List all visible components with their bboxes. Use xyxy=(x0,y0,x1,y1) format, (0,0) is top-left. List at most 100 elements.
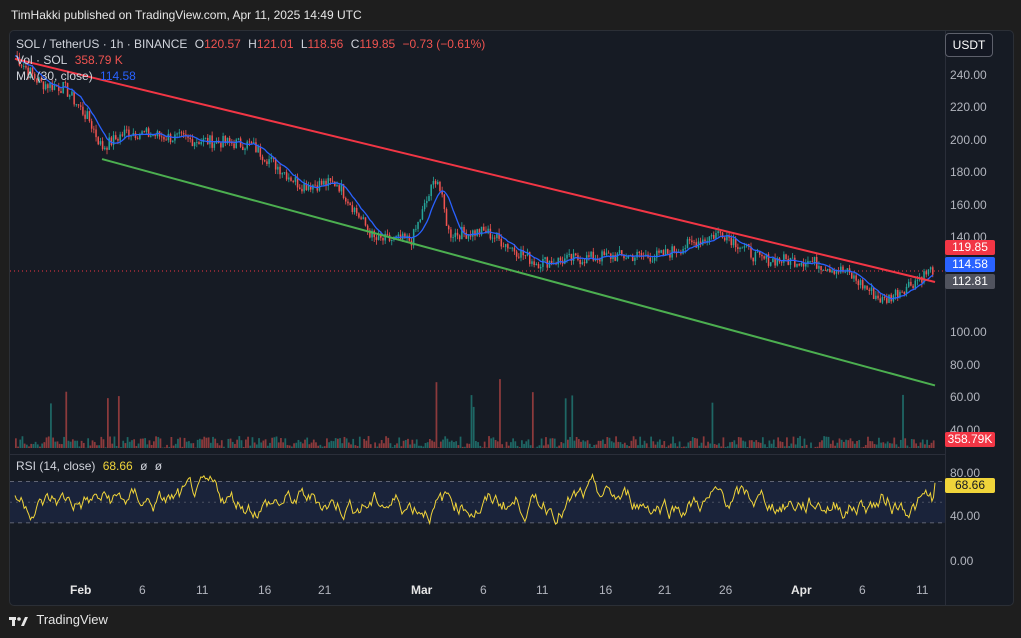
volume-bar xyxy=(181,446,184,448)
candle-body xyxy=(859,280,862,286)
candle-body xyxy=(447,225,450,230)
volume-bar xyxy=(240,440,243,448)
candle-body xyxy=(244,148,246,151)
volume-bar xyxy=(549,438,552,448)
candle-body xyxy=(780,261,783,263)
volume-bar xyxy=(821,440,823,448)
candle-body xyxy=(196,142,198,143)
volume-bar xyxy=(115,446,118,448)
volume-bar xyxy=(556,446,558,448)
candle-body xyxy=(842,266,844,272)
volume-bar xyxy=(234,443,236,448)
volume-bar xyxy=(52,437,54,448)
volume-bar xyxy=(740,437,742,448)
candle-body xyxy=(605,252,608,256)
candle-body xyxy=(443,194,446,210)
volume-bar xyxy=(30,443,33,448)
volume-bar xyxy=(617,441,620,448)
symbol-pair[interactable]: SOL / TetherUS · 1h · BINANCE xyxy=(16,37,188,51)
pane-separator[interactable] xyxy=(10,454,945,455)
rsi-visibility-icon[interactable]: ø xyxy=(140,459,148,473)
candle-body xyxy=(826,268,829,271)
volume-bar xyxy=(932,440,935,448)
volume-bar xyxy=(74,440,76,448)
volume-bar xyxy=(262,440,265,448)
volume-bar xyxy=(733,440,736,448)
volume-bar xyxy=(347,442,350,448)
volume-bar xyxy=(306,437,309,448)
volume-bar xyxy=(630,440,633,448)
ma-legend[interactable]: MA (30, close) 114.58 xyxy=(16,69,140,83)
candle-body xyxy=(482,226,485,231)
candle-body xyxy=(502,246,505,248)
candle-body xyxy=(846,268,849,272)
candle-body xyxy=(119,134,121,141)
volume-bar xyxy=(718,443,720,448)
candle-body xyxy=(386,233,389,235)
rsi-legend[interactable]: RSI (14, close) 68.66 ø ø xyxy=(16,459,166,473)
volume-bar xyxy=(291,446,293,448)
candle-body xyxy=(327,178,330,186)
candle-body xyxy=(636,251,638,258)
candle-body xyxy=(855,275,857,281)
candle-body xyxy=(320,180,323,185)
currency-button[interactable]: USDT xyxy=(945,33,993,57)
candle-body xyxy=(277,166,279,170)
candle-body xyxy=(112,135,115,145)
volume-bar xyxy=(369,444,372,448)
candle-body xyxy=(879,298,882,303)
candle-body xyxy=(785,254,787,259)
candle-body xyxy=(886,297,888,303)
volume-bar xyxy=(586,440,589,448)
volume-bar xyxy=(705,445,707,448)
footer-brand[interactable]: TradingView xyxy=(9,612,108,627)
rsi-visibility-icon-2[interactable]: ø xyxy=(154,459,163,473)
candle-body xyxy=(756,251,759,253)
volume-bar xyxy=(420,445,422,448)
price-chart[interactable] xyxy=(10,31,1013,605)
candle-body xyxy=(51,82,54,90)
candle-body xyxy=(693,242,695,243)
candle-body xyxy=(375,237,378,240)
volume-bar xyxy=(15,438,17,448)
volume-bar xyxy=(823,436,826,448)
volume-bar xyxy=(777,437,780,448)
candle-body xyxy=(419,219,422,222)
candle-body xyxy=(903,291,906,295)
volume-bar xyxy=(431,440,433,448)
candle-body xyxy=(160,136,163,138)
volume-bar xyxy=(326,438,328,448)
candle-body xyxy=(71,91,73,96)
volume-bar xyxy=(67,440,70,448)
volume-bar xyxy=(439,441,442,448)
volume-bar xyxy=(404,439,407,448)
volume-bar xyxy=(904,438,907,448)
volume-bar xyxy=(227,438,230,448)
candle-body xyxy=(18,57,21,66)
volume-bar xyxy=(606,437,609,448)
symbol-legend[interactable]: SOL / TetherUS · 1h · BINANCE O120.57 H1… xyxy=(16,37,489,51)
volume-bar xyxy=(742,440,744,448)
chart-panel[interactable]: SOL / TetherUS · 1h · BINANCE O120.57 H1… xyxy=(9,30,1014,606)
volume-bar xyxy=(906,445,909,448)
volume-bar xyxy=(317,445,320,448)
candle-body xyxy=(296,177,299,188)
volume-bar xyxy=(25,444,28,448)
volume-bar xyxy=(442,439,444,448)
candle-body xyxy=(726,235,728,241)
volume-bar xyxy=(131,440,133,448)
candle-body xyxy=(820,265,822,271)
candle-body xyxy=(90,121,93,129)
volume-bar xyxy=(396,443,398,448)
candle-body xyxy=(732,238,735,246)
volume-bar xyxy=(367,436,370,448)
volume-legend[interactable]: Vol · SOL 358.79 K xyxy=(16,53,127,67)
volume-bar xyxy=(87,438,90,448)
volume-bar xyxy=(886,441,889,448)
candle-body xyxy=(890,294,892,302)
volume-bar xyxy=(170,436,173,448)
volume-bar xyxy=(159,438,162,448)
volume-bar xyxy=(137,443,140,448)
volume-bar xyxy=(722,437,725,448)
candle-body xyxy=(145,128,148,132)
